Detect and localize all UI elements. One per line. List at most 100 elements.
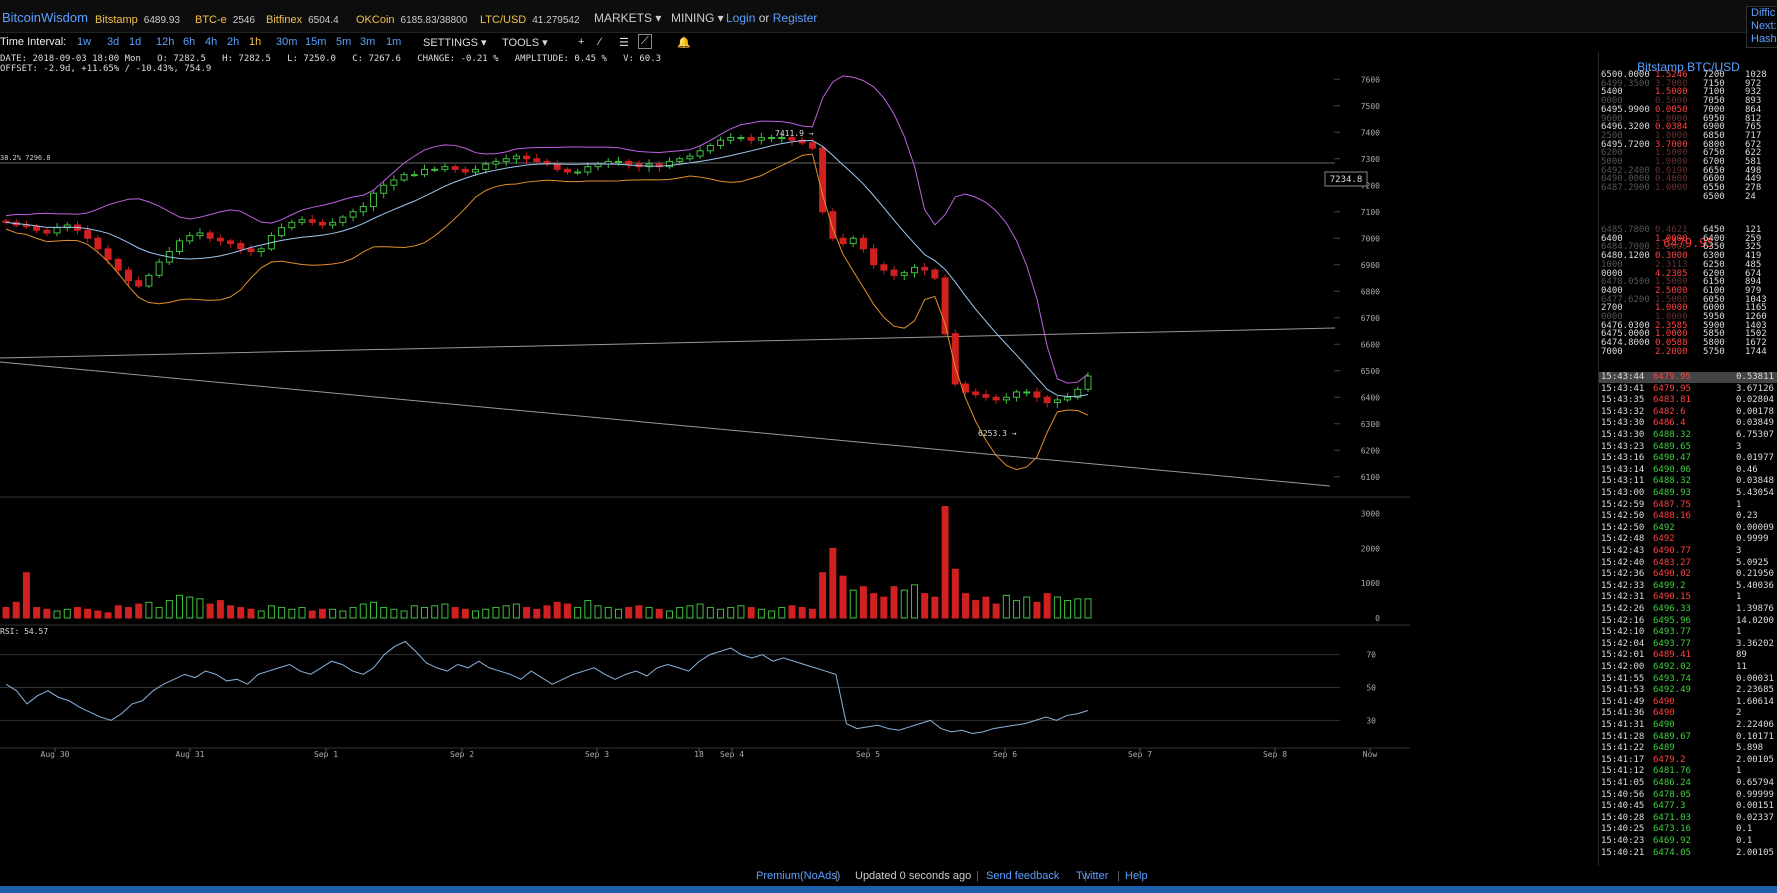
ask-row[interactable]: 6492.2400 0.0190 6650 498 xyxy=(1601,165,1762,176)
ask-row[interactable]: 6487.2900 1.0000 6550 278 xyxy=(1601,183,1762,194)
interval-1m[interactable]: 1m xyxy=(386,36,402,48)
candle-body xyxy=(533,158,541,162)
ask-row[interactable]: 6490.0000 0.4600 6600 449 xyxy=(1601,174,1762,185)
alert-bell-icon[interactable]: 🔔 xyxy=(677,37,691,49)
trade-row: 15:42:00 6492.02 11 xyxy=(1601,662,1747,672)
bid-row[interactable]: 6474.8000 0.0588 5800 1672 xyxy=(1601,338,1767,349)
twitter-link[interactable]: Twitter xyxy=(1076,870,1109,882)
volume-bar xyxy=(1033,601,1041,619)
volume-bar xyxy=(2,607,10,619)
interval-3d[interactable]: 3d xyxy=(107,36,120,48)
or-text: or xyxy=(758,11,770,25)
help-link[interactable]: Help xyxy=(1125,870,1148,882)
top-navigation-bar: BitcoinWisdom Bitstamp 6489.93 BTC-e 2546 … xyxy=(0,0,1777,48)
register-link[interactable]: Register xyxy=(772,11,818,25)
ask-row[interactable]: 6495.7200 3.7000 6800 672 xyxy=(1601,139,1762,150)
ask-row[interactable]: 5400 1.5000 7100 932 xyxy=(1601,87,1762,98)
draw-tool-icon[interactable]: ⟋ xyxy=(638,34,652,49)
interval-1h[interactable]: 1h xyxy=(249,36,262,48)
candle-body xyxy=(308,219,316,223)
bid-row[interactable]: 6485.7800 0.4621 6450 121 xyxy=(1601,225,1762,235)
bid-row[interactable]: 0000 1.0000 5950 1260 xyxy=(1601,312,1767,322)
interval-5m[interactable]: 5m xyxy=(336,36,352,48)
footer-bar: Premium(NoAds) | Updated 0 seconds ago |… xyxy=(0,866,1777,888)
ask-row[interactable]: 6500.0000 1.5246 7200 1028 xyxy=(1601,70,1767,80)
bid-row[interactable]: 6477.6200 1.5000 6050 1043 xyxy=(1601,294,1767,305)
candle-body xyxy=(216,237,224,242)
price-chart[interactable]: 7600 7500 7400 7300 7200 7100 7000 6900 6800 6700… xyxy=(0,0,1598,866)
bid-row[interactable]: 6484.7000 1.0000 6350 325 xyxy=(1601,242,1762,253)
bid-row[interactable]: 6476.0300 2.3585 5900 1403 xyxy=(1601,320,1767,331)
bid-row[interactable]: 1000 2.3113 6250 485 xyxy=(1601,259,1762,270)
candle-body xyxy=(472,168,480,173)
price-axis-label: 7000 xyxy=(1361,234,1380,243)
trade-row: 15:41:36 6490 2 xyxy=(1601,708,1742,719)
candle-body xyxy=(1074,388,1082,398)
ask-row[interactable]: 6496.3200 0.0384 6900 765 xyxy=(1601,122,1762,133)
ask-row[interactable]: 6500 24 xyxy=(1703,191,1756,202)
candle-body xyxy=(900,272,908,276)
ticker-ltcusd[interactable]: LTC/USD 41.279542 xyxy=(480,14,580,26)
interval-2h[interactable]: 2h xyxy=(227,36,240,48)
interval-3m[interactable]: 3m xyxy=(360,36,376,48)
volume-bar xyxy=(22,572,30,619)
trade-row: 15:43:35 6483.81 0.02804 xyxy=(1601,395,1774,406)
trade-row: 15:42:01 6489.41 89 xyxy=(1601,650,1747,661)
interval-12h[interactable]: 12h xyxy=(156,36,175,48)
send-feedback-link[interactable]: Send feedback xyxy=(986,870,1060,882)
bid-row[interactable]: 7000 2.2000 5750 1744 xyxy=(1601,346,1767,357)
bid-row[interactable]: 6480.1200 0.3000 6300 419 xyxy=(1601,251,1762,262)
mining-menu[interactable]: MINING ▾ xyxy=(671,11,724,25)
line-tool-icon[interactable]: ⁄ xyxy=(599,36,601,48)
ticker-btce[interactable]: BTC-e 2546 xyxy=(195,14,256,26)
ask-row[interactable]: 5000 1.0000 6700 581 xyxy=(1601,157,1762,167)
bid-row[interactable]: 0000 4.2305 6200 674 xyxy=(1601,268,1762,279)
volume-bar xyxy=(839,575,847,619)
interval-6h[interactable]: 6h xyxy=(183,36,196,48)
volume-bar xyxy=(543,605,551,619)
ask-row[interactable]: 6200 1.5000 6750 622 xyxy=(1601,148,1762,159)
candle-body xyxy=(359,205,367,213)
cursor-price-label: 7234.8 xyxy=(1330,175,1363,185)
interval-1w[interactable]: 1w xyxy=(77,36,92,48)
login-link[interactable]: Login xyxy=(726,11,756,25)
price-axis-label: 7100 xyxy=(1361,208,1380,217)
trade-row: 15:42:16 6495.96 14.0200 xyxy=(1601,615,1774,626)
crosshair-icon[interactable]: + xyxy=(578,36,585,48)
volume-bar xyxy=(1084,598,1092,619)
ask-row[interactable]: 6499.3500 3.7000 7150 972 xyxy=(1601,78,1762,89)
trade-row: 15:41:05 6486.24 0.65794 xyxy=(1601,778,1774,788)
premium-link[interactable]: Premium(NoAds) xyxy=(756,870,841,882)
ask-row[interactable]: 6495.9900 0.0050 7000 864 xyxy=(1601,104,1762,115)
ticker-okcoin[interactable]: OKCoin 6185.83/38800 xyxy=(356,14,468,26)
volume-bar xyxy=(247,608,255,619)
candle-body xyxy=(819,147,827,213)
interval-4h[interactable]: 4h xyxy=(205,36,218,48)
candle-body xyxy=(94,237,102,250)
candle-body xyxy=(553,163,561,170)
settings-menu[interactable]: SETTINGS ▾ xyxy=(423,37,487,49)
volume-bar xyxy=(972,600,980,619)
ask-row[interactable]: 2500 1.0000 6850 717 xyxy=(1601,130,1762,141)
volume-bar xyxy=(951,568,959,619)
volume-bar xyxy=(727,607,735,619)
candle-body xyxy=(329,221,337,226)
bid-row[interactable]: 6478.0500 1.5000 6150 894 xyxy=(1601,277,1762,288)
volume-bar xyxy=(808,608,816,619)
bid-row[interactable]: 0400 2.5000 6100 979 xyxy=(1601,285,1762,296)
ticker-bitfinex[interactable]: Bitfinex 6504.4 xyxy=(266,14,339,26)
volume-bar xyxy=(574,607,582,619)
interval-30m[interactable]: 30m xyxy=(276,36,298,48)
brand-logo[interactable]: BitcoinWisdom xyxy=(2,10,88,25)
interval-1d[interactable]: 1d xyxy=(129,36,142,48)
tools-menu[interactable]: TOOLS ▾ xyxy=(502,37,548,49)
markets-menu[interactable]: MARKETS ▾ xyxy=(594,11,662,25)
bid-row[interactable]: 2700 1.0000 6000 1165 xyxy=(1601,303,1767,314)
ticker-bitstamp[interactable]: Bitstamp 6489.93 xyxy=(95,14,180,26)
bid-row[interactable]: 6400 1.0000 6400 259 xyxy=(1601,233,1762,244)
bid-row[interactable]: 6475.0000 1.0000 5850 1502 xyxy=(1601,329,1767,340)
ask-row[interactable]: 9600 1.0000 6950 812 xyxy=(1601,113,1762,124)
ask-row[interactable]: 0000 0.5000 7050 893 xyxy=(1601,96,1762,107)
hline-tool-icon[interactable]: ☰ xyxy=(619,37,629,49)
interval-15m[interactable]: 15m xyxy=(305,36,327,48)
